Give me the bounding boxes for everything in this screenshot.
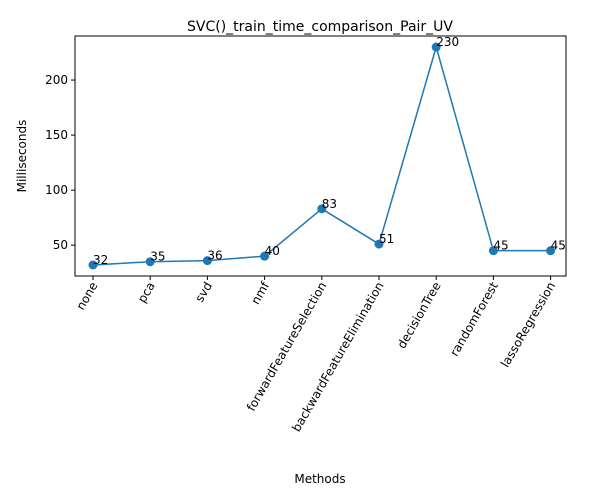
data-point [374, 239, 384, 249]
data-labels: 32 35 36 40 83 51 230 45 45 [93, 35, 566, 267]
x-axis-ticks: none pca svd nmfforwardFeatureSelectionback… [74, 276, 558, 434]
data-label: 32 [93, 253, 108, 267]
x-tick-label: randomForest [447, 279, 501, 358]
data-label: 45 [551, 239, 566, 253]
data-point [431, 42, 441, 52]
plot-area [75, 36, 566, 276]
y-axis-label: Milliseconds [15, 120, 29, 193]
x-tick-label: lassoRegression [498, 280, 558, 370]
data-label: 83 [322, 197, 337, 211]
x-tick-label: svd [192, 280, 215, 305]
data-point [145, 257, 155, 267]
data-point [488, 246, 498, 256]
data-point [546, 246, 556, 256]
data-label: 45 [493, 239, 508, 253]
x-tick-label: decisionTree [394, 280, 443, 351]
data-label: 51 [379, 232, 394, 246]
y-tick-label: 200 [45, 73, 68, 87]
x-tick-label: none [74, 280, 101, 313]
data-label: 35 [150, 250, 165, 264]
plot-border [74, 35, 567, 277]
y-tick-label: 100 [45, 183, 68, 197]
data-label: 40 [265, 244, 280, 258]
x-tick-label: nmf [248, 279, 272, 307]
chart-title: SVC()_train_time_comparison_Pair_UV [187, 19, 453, 35]
y-tick-label: 50 [53, 238, 68, 252]
data-point [317, 204, 327, 214]
data-point [88, 260, 98, 270]
data-label: 230 [436, 35, 459, 49]
data-point [202, 256, 212, 266]
y-tick-label: 150 [45, 128, 68, 142]
y-axis-ticks: 50 100 150 200 [45, 73, 75, 252]
x-tick-label: pca [135, 280, 158, 306]
x-axis-label: Methods [294, 472, 345, 486]
data-points [88, 42, 556, 270]
data-point [260, 251, 270, 261]
data-label: 36 [207, 249, 222, 263]
